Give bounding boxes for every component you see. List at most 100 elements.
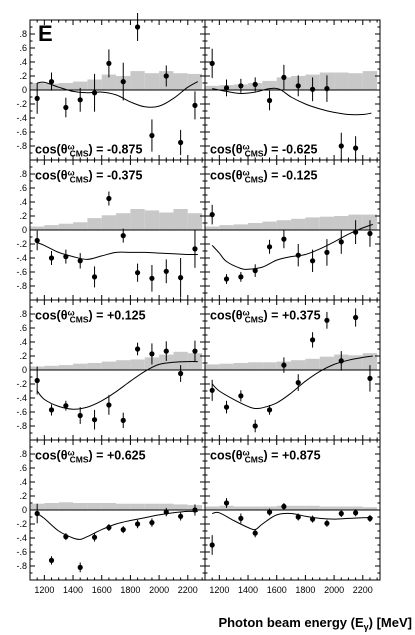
panel-label-subscript: CMS	[245, 454, 264, 464]
data-point	[324, 317, 330, 323]
data-point	[353, 510, 359, 516]
data-point	[295, 252, 301, 258]
histogram-bar	[87, 503, 102, 510]
data-point	[149, 275, 155, 281]
data-point	[134, 24, 141, 30]
x-tick-label: 1800	[295, 585, 315, 595]
data-point	[63, 104, 69, 111]
histogram-bar	[248, 362, 263, 370]
panel-label-cos: cos(θ	[35, 448, 68, 462]
histogram-bar	[362, 71, 378, 90]
panel-label-cos: cos(θ	[210, 448, 243, 462]
histogram-bar	[58, 83, 74, 90]
histogram-bar	[219, 225, 234, 230]
histogram-bar	[291, 360, 306, 370]
panel-label: cos(θω CMS) = -0.125	[210, 167, 317, 184]
histogram-bar	[362, 353, 378, 370]
y-tick-label: -.4	[16, 393, 27, 403]
x-tick-label: 1800	[120, 585, 140, 595]
data-point	[209, 212, 215, 218]
data-point	[338, 239, 344, 245]
data-point	[134, 346, 141, 352]
data-point	[120, 79, 126, 85]
data-point	[367, 515, 373, 522]
y-tick-label: -.6	[16, 267, 27, 277]
data-point	[120, 417, 126, 423]
histogram-bar	[130, 209, 145, 230]
data-point	[324, 520, 330, 526]
histogram-bar	[44, 225, 59, 230]
panel-label-subscript: CMS	[70, 314, 89, 324]
y-tick-label: 0	[22, 225, 27, 235]
data-point	[309, 516, 316, 522]
y-tick-label: .8	[19, 169, 27, 179]
histogram-bar	[44, 503, 59, 510]
histogram-bar	[144, 73, 160, 90]
histogram-bar	[116, 503, 131, 510]
panel-label-superscript: ω	[67, 167, 74, 177]
y-tick-label: -.4	[16, 533, 27, 543]
data-point	[134, 521, 141, 527]
panel-label: cos(θω CMS) = +0.875	[210, 447, 321, 464]
x-axis-title-suffix: ) [MeV]	[369, 615, 412, 630]
histogram-bar	[159, 354, 174, 370]
data-point	[324, 249, 330, 255]
y-tick-label: .2	[19, 351, 27, 361]
panel-label: cos(θω CMS) = +0.375	[210, 307, 321, 324]
data-point	[295, 83, 301, 89]
histogram-bar	[173, 73, 188, 90]
model-curve	[37, 81, 199, 108]
histogram-bar	[262, 221, 277, 230]
data-point	[252, 423, 258, 429]
data-point	[106, 524, 112, 531]
data-point	[223, 500, 230, 506]
data-point	[106, 195, 112, 202]
histogram-bar	[248, 506, 263, 510]
data-point	[120, 233, 126, 239]
data-point	[309, 258, 316, 264]
data-point	[252, 530, 258, 536]
histogram-bar	[101, 74, 117, 90]
data-point	[252, 268, 258, 274]
panel-label-equals: ) =	[264, 168, 282, 182]
data-point	[281, 236, 287, 242]
histogram-bar	[305, 358, 320, 370]
data-point	[295, 380, 301, 386]
histogram-bar	[30, 226, 45, 230]
data-point	[192, 246, 198, 252]
panel-label-value: +0.125	[107, 308, 146, 322]
histogram-bar	[173, 209, 188, 230]
panel-label-value: -0.375	[107, 168, 142, 182]
histogram-bar	[319, 506, 335, 510]
x-axis-title-prefix: Photon beam energy (E	[218, 615, 364, 630]
panel-label-subscript: CMS	[245, 314, 264, 324]
x-tick-label: 1600	[267, 585, 287, 595]
histogram-bar	[262, 80, 277, 90]
data-point	[149, 132, 155, 139]
data-point	[266, 407, 273, 413]
data-point	[338, 358, 344, 364]
histogram-bar	[276, 220, 292, 230]
histogram-bar	[319, 356, 335, 370]
x-tick-label: 2000	[149, 585, 169, 595]
data-point	[91, 90, 98, 96]
figure-label: E	[38, 21, 53, 46]
panel-label-subscript: CMS	[245, 174, 264, 184]
histogram-bar	[101, 503, 117, 510]
histogram-bar	[334, 216, 349, 230]
panel-label-cos: cos(θ	[210, 168, 243, 182]
data-point	[266, 509, 273, 515]
data-point	[209, 387, 215, 393]
data-point	[266, 97, 273, 104]
y-tick-label: -.2	[16, 519, 27, 529]
y-tick-label: .6	[19, 323, 27, 333]
histogram-bar	[305, 505, 320, 510]
panel: -.8 -.6 -.4 -.2 0 .2 .4 .6 .8 1200 1400 1600 1800 200…	[16, 439, 206, 595]
data-point	[120, 527, 126, 533]
panel-label-subscript: CMS	[70, 174, 89, 184]
data-point	[163, 509, 169, 515]
model-curve	[37, 242, 198, 260]
panel: -.8 -.6 -.4 -.2 0 .2 .4 .6 .8 cos(θω CMS) = -0.375	[16, 159, 206, 301]
panel-label-superscript: ω	[242, 167, 249, 177]
histogram-bar	[73, 222, 88, 230]
